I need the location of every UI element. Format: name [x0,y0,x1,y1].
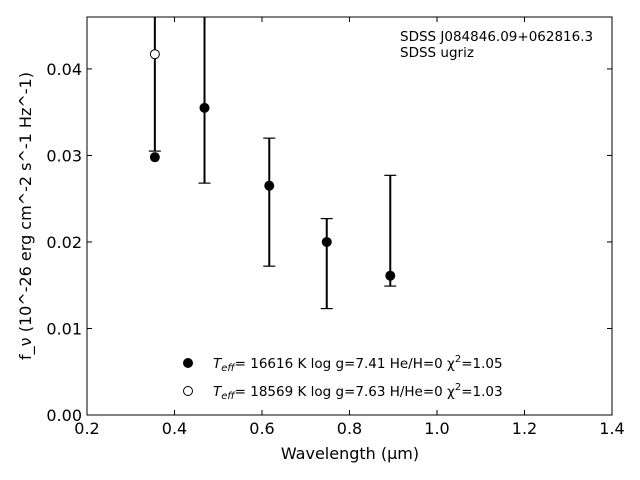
legend-marker-filled [183,358,193,368]
legend: Teff= 16616 K log g=7.41 He/H=0 χ2=1.05 … [183,354,503,402]
y-axis-label-text: f_ν (10^-26 erg cm^-2 s^-1 Hz^-1) [16,72,36,360]
x-tick-label: 1.0 [424,419,449,438]
model-point-open [149,49,160,60]
legend-2-sup: 2 [455,382,461,393]
model-point-filled [385,270,396,281]
model-point-filled [321,236,332,247]
legend-1-chi: =1.05 [461,356,502,372]
x-tick-label: 0.2 [74,419,99,438]
x-tick-label: 1.2 [512,419,537,438]
x-axis-label: Wavelength (μm) [281,444,419,463]
legend-entry-1: Teff= 16616 K log g=7.41 He/H=0 χ2=1.05 [213,354,503,374]
axis-ticks: 0.2 0.4 0.6 0.8 1.0 1.2 1.4 0.00 0.01 0.02 0.03 0.0… [46,17,625,438]
y-tick-label: 0.01 [46,319,82,338]
legend-entry-2: Teff= 18569 K log g=7.63 H/He=0 χ2=1.03 [213,382,503,402]
legend-1-sup: 2 [455,354,461,365]
model-point-filled [264,180,275,191]
legend-1-t: T [213,356,223,372]
filter-set-annotation: SDSS ugriz [400,45,474,61]
x-tick-label: 0.6 [249,419,274,438]
legend-2-sub: eff [221,391,236,402]
x-tick-label: 0.4 [162,419,187,438]
y-tick-label: 0.04 [46,60,82,79]
legend-1-sub: eff [221,363,236,374]
legend-2-main: = 18569 K log g=7.63 H/He=0 χ [235,384,455,400]
legend-2-chi: =1.03 [461,384,502,400]
y-tick-label: 0.00 [46,406,82,425]
y-tick-label: 0.03 [46,146,82,165]
legend-1-main: = 16616 K log g=7.41 He/H=0 χ [235,356,455,372]
chart-marks [148,17,397,310]
x-axis-label-text: Wavelength (μm) [281,444,419,463]
model-point-filled [199,102,210,113]
legend-2-t: T [213,384,223,400]
object-name-annotation: SDSS J084846.09+062816.3 [400,29,593,45]
x-tick-label: 0.8 [337,419,362,438]
model-point-filled [149,152,160,163]
legend-marker-open [183,386,193,396]
y-tick-label: 0.02 [46,233,82,252]
y-axis-label: f_ν (10^-26 erg cm^-2 s^-1 Hz^-1) [16,72,36,360]
x-tick-label: 1.4 [599,419,624,438]
